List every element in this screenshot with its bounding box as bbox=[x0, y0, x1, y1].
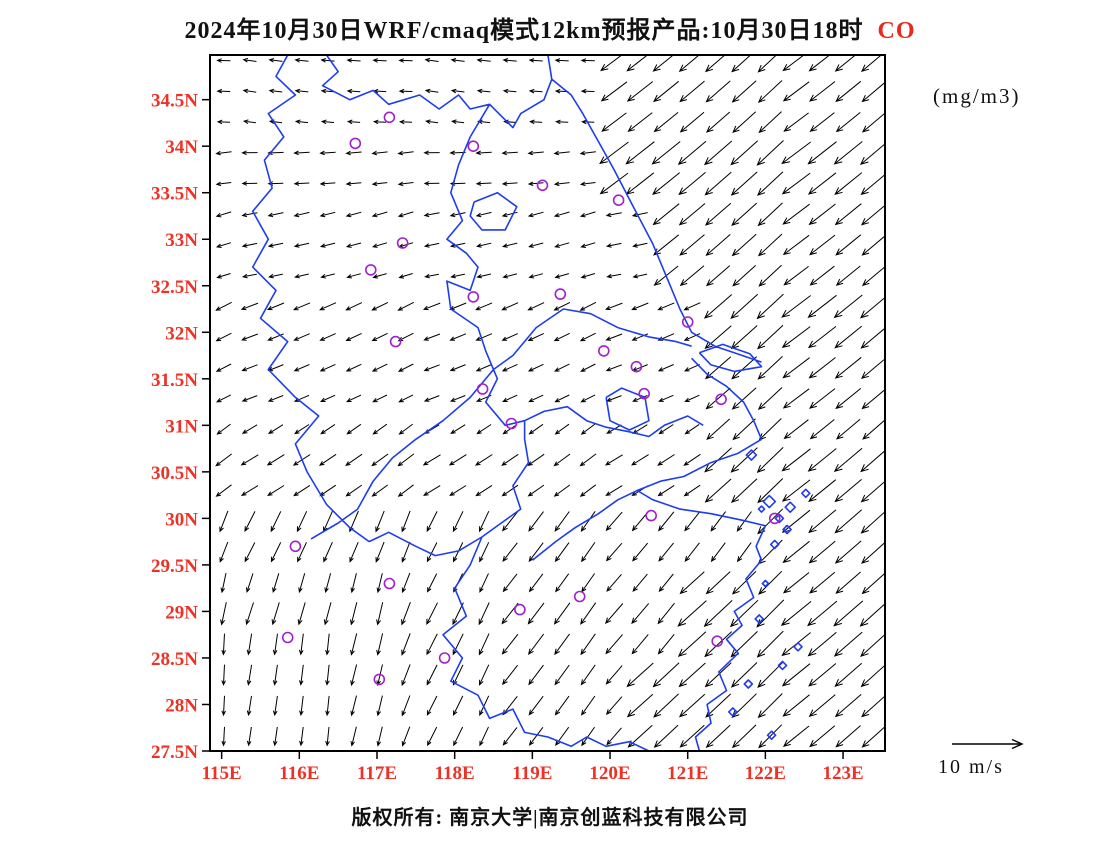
map-boundaries bbox=[251, 55, 811, 751]
station-marker bbox=[536, 179, 549, 192]
x-axis-tick-label: 120E bbox=[589, 763, 630, 784]
y-axis-tick-label: 28N bbox=[165, 695, 198, 716]
map-frame bbox=[209, 54, 886, 752]
station-marker bbox=[281, 631, 294, 644]
x-axis-tick-label: 122E bbox=[745, 763, 786, 784]
station-marker bbox=[711, 635, 724, 648]
x-axis-tick-label: 116E bbox=[279, 763, 319, 784]
y-axis-tick-label: 32.5N bbox=[151, 277, 198, 298]
x-axis-tick-label: 118E bbox=[435, 763, 475, 784]
chart-title-text: 2024年10月30日WRF/cmaq模式12km预报产品:10月30日18时 bbox=[184, 18, 864, 44]
x-axis-tick-label: 121E bbox=[667, 763, 708, 784]
station-marker bbox=[597, 345, 610, 357]
map-content bbox=[215, 55, 885, 751]
station-marker bbox=[383, 577, 396, 590]
x-axis-tick-label: 115E bbox=[202, 763, 242, 784]
y-axis-tick-label: 29N bbox=[165, 602, 198, 623]
station-marker bbox=[505, 417, 518, 430]
station-marker bbox=[364, 264, 377, 276]
x-axis-tick-label: 117E bbox=[357, 763, 397, 784]
y-axis-tick-label: 34.5N bbox=[151, 91, 198, 112]
y-axis-tick-label: 31.5N bbox=[151, 370, 198, 391]
y-axis-tick-label: 29.5N bbox=[151, 556, 198, 577]
station-marker bbox=[467, 140, 480, 152]
y-axis-tick-label: 31N bbox=[165, 416, 198, 437]
chart-title: 2024年10月30日WRF/cmaq模式12km预报产品:10月30日18时 C… bbox=[0, 10, 1100, 45]
station-marker bbox=[681, 316, 694, 328]
unit-label: (mg/m3) bbox=[933, 84, 1021, 108]
y-axis-tick-label: 30N bbox=[165, 509, 198, 530]
y-axis-tick-label: 32N bbox=[165, 323, 198, 344]
y-axis-tick-label: 28.5N bbox=[151, 649, 198, 670]
copyright-text: 版权所有: 南京大学|南京创蓝科技有限公司 bbox=[351, 807, 749, 829]
station-marker bbox=[612, 194, 625, 206]
station-marker bbox=[396, 237, 409, 249]
y-axis-tick-label: 33N bbox=[165, 230, 198, 251]
y-axis-tick-label: 33.5N bbox=[151, 184, 198, 205]
station-marker bbox=[373, 673, 386, 686]
chart-species-label: CO bbox=[877, 18, 916, 44]
station-marker bbox=[383, 111, 396, 124]
y-axis-tick-label: 34N bbox=[165, 137, 198, 158]
station-marker bbox=[768, 512, 781, 525]
x-axis-tick-label: 119E bbox=[512, 763, 552, 784]
station-markers bbox=[281, 111, 781, 686]
y-axis-tick-label: 30.5N bbox=[151, 463, 198, 484]
reference-wind-arrow bbox=[952, 738, 1024, 750]
station-marker bbox=[638, 387, 651, 400]
station-marker bbox=[645, 509, 658, 522]
reference-wind-label: 10 m/s bbox=[938, 756, 1004, 778]
station-marker bbox=[476, 383, 489, 395]
y-axis-tick-label: 27.5N bbox=[151, 742, 198, 763]
station-marker bbox=[715, 393, 727, 406]
station-marker bbox=[514, 603, 526, 616]
wind-vectors bbox=[215, 55, 885, 749]
station-marker bbox=[630, 360, 643, 373]
station-marker bbox=[554, 288, 567, 300]
x-axis-tick-label: 123E bbox=[822, 763, 863, 784]
station-marker bbox=[438, 652, 451, 664]
station-marker bbox=[389, 335, 402, 348]
station-marker bbox=[349, 137, 362, 150]
station-marker bbox=[573, 590, 586, 603]
station-marker bbox=[467, 291, 480, 303]
station-marker bbox=[289, 540, 302, 553]
